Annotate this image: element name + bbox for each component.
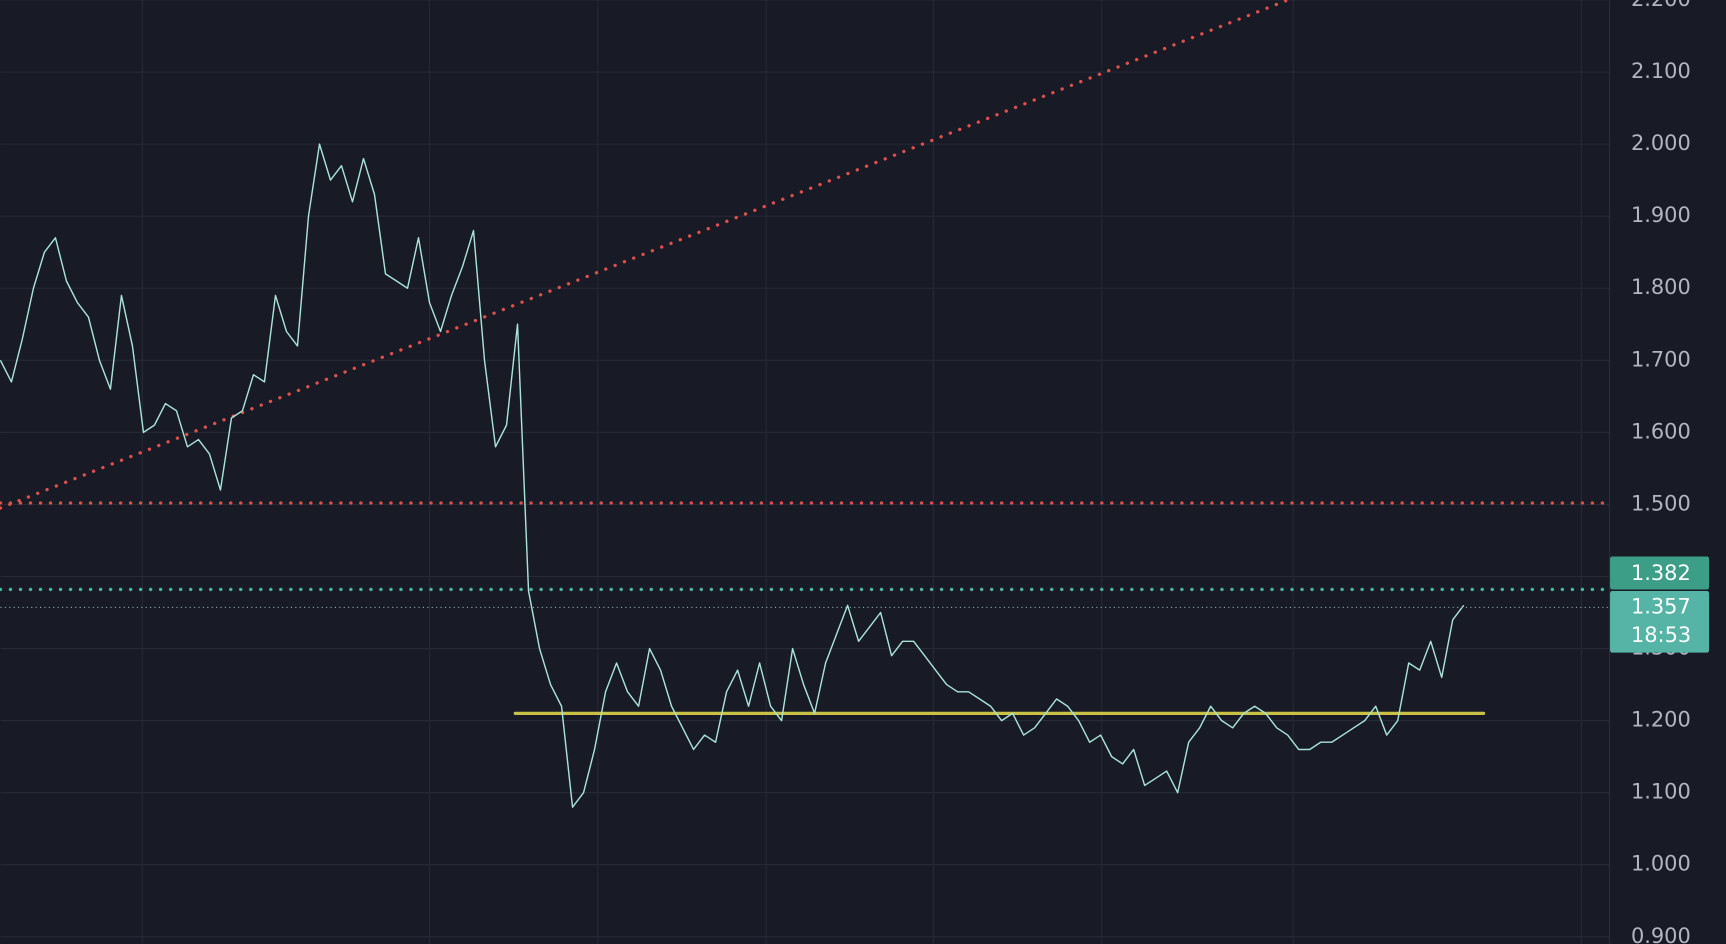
y-tick-label: 1.700: [1631, 347, 1691, 371]
last-price-label: 1.357: [1631, 594, 1691, 618]
y-tick-label: 1.900: [1631, 203, 1691, 227]
drawing-line: [0, 0, 1290, 510]
price-line: [0, 143, 1465, 808]
y-tick-label: 2.100: [1631, 59, 1691, 83]
y-tick-label: 1.200: [1631, 708, 1691, 732]
y-tick-label: 2.200: [1631, 0, 1691, 11]
countdown-label: 18:53: [1631, 623, 1691, 647]
y-tick-label: 1.100: [1631, 780, 1691, 804]
y-tick-label: 1.800: [1631, 275, 1691, 299]
y-tick-label: 1.600: [1631, 419, 1691, 443]
price-badge-label: 1.382: [1631, 561, 1691, 585]
y-tick-label: 1.000: [1631, 852, 1691, 876]
price-badge: [1610, 556, 1710, 590]
last-price-badge: [1610, 590, 1710, 653]
y-tick-label: 2.000: [1631, 131, 1691, 155]
y-tick-label: 0.900: [1631, 924, 1691, 944]
y-tick-label: 1.500: [1631, 491, 1691, 515]
